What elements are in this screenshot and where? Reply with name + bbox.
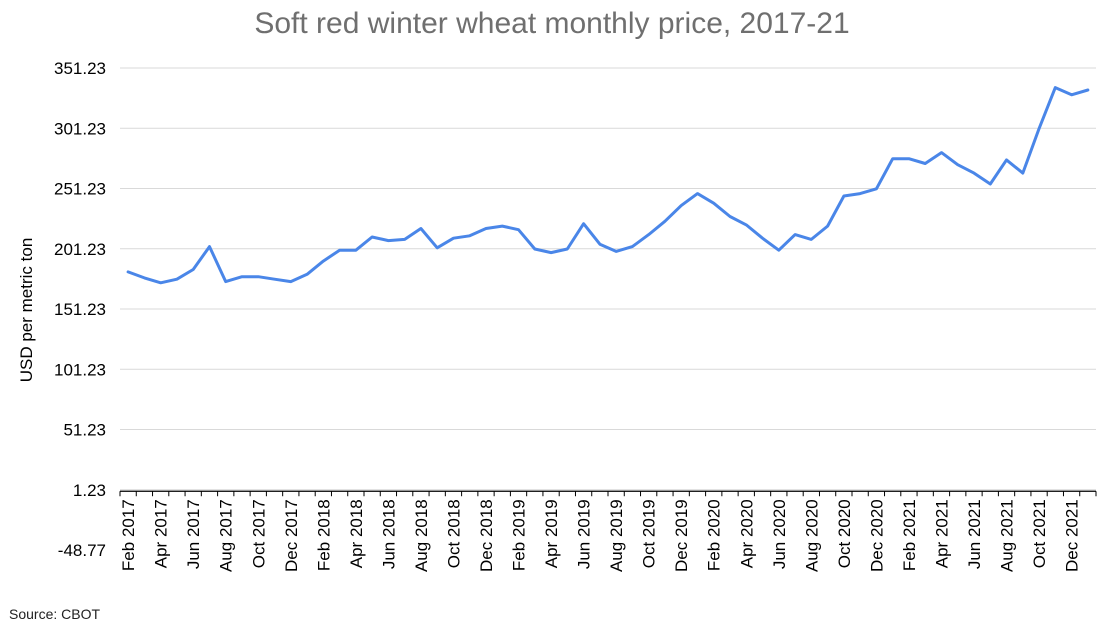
y-tick-label: 51.23 <box>63 421 106 440</box>
x-tick-label: Apr 2020 <box>737 499 756 568</box>
x-tick-label: Oct 2021 <box>1030 499 1049 568</box>
x-tick-label: Oct 2019 <box>640 499 659 568</box>
x-tick-label: Dec 2020 <box>867 499 886 572</box>
x-tick-label: Dec 2018 <box>477 499 496 572</box>
x-tick-label: Apr 2017 <box>152 499 171 568</box>
x-tick-label: Apr 2021 <box>932 499 951 568</box>
y-tick-label: -48.77 <box>58 541 106 560</box>
y-tick-label: 301.23 <box>54 119 106 138</box>
y-tick-label: 1.23 <box>73 481 106 500</box>
x-tick-label: Oct 2020 <box>835 499 854 568</box>
x-tick-label: Jun 2017 <box>184 499 203 569</box>
y-tick-label: 251.23 <box>54 180 106 199</box>
y-tick-label: 151.23 <box>54 300 106 319</box>
x-tick-label: Oct 2018 <box>444 499 463 568</box>
x-tick-label: Feb 2017 <box>119 499 138 571</box>
x-tick-label: Jun 2020 <box>770 499 789 569</box>
x-tick-label: Aug 2020 <box>802 499 821 572</box>
source-note: Source: CBOT <box>9 606 100 622</box>
x-tick-label: Aug 2019 <box>607 499 626 572</box>
x-tick-label: Aug 2017 <box>217 499 236 572</box>
x-tick-label: Feb 2018 <box>314 499 333 571</box>
y-tick-label: 201.23 <box>54 240 106 259</box>
y-tick-label: 101.23 <box>54 360 106 379</box>
x-tick-label: Jun 2018 <box>379 499 398 569</box>
x-tick-label: Jun 2021 <box>965 499 984 569</box>
x-tick-label: Aug 2021 <box>998 499 1017 572</box>
y-axis-ticks: -48.77 1.23 51.23 101.23 151.23 201.23 251.23 3… <box>54 59 106 560</box>
x-tick-label: Apr 2019 <box>542 499 561 568</box>
x-axis-ticks: Feb 2017 Apr 2017 Jun 2017 Aug 2017 Oct 2017… <box>119 491 1097 572</box>
x-tick-label: Feb 2019 <box>510 499 529 571</box>
y-tick-label: 351.23 <box>54 59 106 78</box>
chart-title: Soft red winter wheat monthly price, 201… <box>254 7 849 40</box>
x-tick-label: Jun 2019 <box>575 499 594 569</box>
x-tick-label: Aug 2018 <box>412 499 431 572</box>
y-axis-title: USD per metric ton <box>17 238 36 383</box>
x-tick-label: Apr 2018 <box>347 499 366 568</box>
x-tick-label: Oct 2017 <box>249 499 268 568</box>
x-tick-label: Feb 2021 <box>900 499 919 571</box>
x-tick-label: Dec 2021 <box>1063 499 1082 572</box>
price-series-line <box>126 86 1090 285</box>
x-tick-label: Dec 2017 <box>282 499 301 572</box>
x-tick-label: Feb 2020 <box>705 499 724 571</box>
x-tick-label: Dec 2019 <box>672 499 691 572</box>
